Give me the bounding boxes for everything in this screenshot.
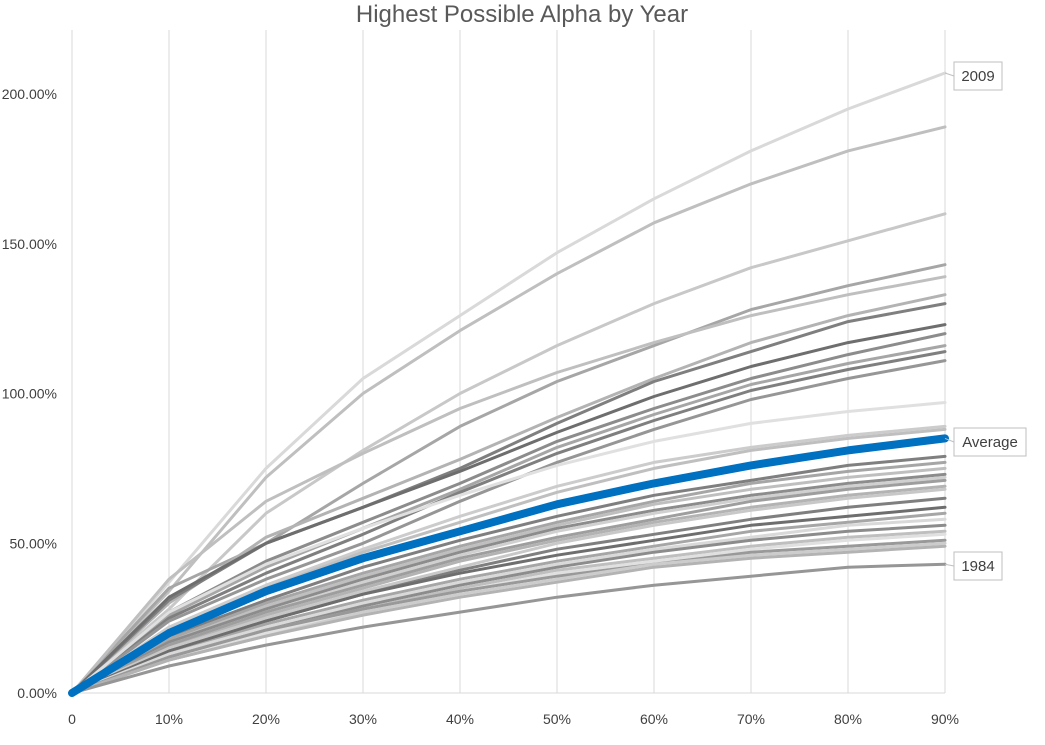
y-tick-label: 150.00% <box>2 236 57 252</box>
x-tick-label: 70% <box>737 711 765 727</box>
series-line <box>70 344 947 695</box>
axes: 0 10% 20% 30% 40% 50% 60% 70% 80% 90% 0.00% 50.00% 1… <box>2 86 959 727</box>
series-line-average <box>68 434 949 697</box>
callout-leader <box>944 563 955 567</box>
callout-leader <box>944 72 955 77</box>
callout-box <box>953 61 1003 91</box>
x-tick-label: 10% <box>155 711 183 727</box>
series-line <box>70 454 947 695</box>
callout-label: 1984 <box>961 558 994 575</box>
series-line <box>70 472 947 695</box>
callout-label: 2009 <box>961 68 994 85</box>
chart-title: Highest Possible Alpha by Year <box>356 1 688 28</box>
series-line <box>70 401 947 695</box>
y-tick-label: 200.00% <box>2 86 57 102</box>
series-line <box>70 517 947 695</box>
series-line <box>70 275 947 695</box>
callout-leader <box>944 437 955 443</box>
series-line <box>70 71 947 695</box>
callout-label: Average <box>962 434 1018 451</box>
series-line <box>70 487 947 695</box>
series-line <box>70 544 947 695</box>
x-tick-label: 80% <box>834 711 862 727</box>
series-lines <box>68 71 949 697</box>
x-tick-label: 40% <box>446 711 474 727</box>
series-line <box>70 350 947 695</box>
callout-box <box>953 427 1027 457</box>
x-tick-label: 30% <box>349 711 377 727</box>
series-line <box>70 125 947 695</box>
series-line <box>70 212 947 695</box>
x-tick-label: 20% <box>252 711 280 727</box>
series-line <box>70 460 947 695</box>
series-line <box>70 538 947 695</box>
x-tick-label: 60% <box>640 711 668 727</box>
y-tick-label: 100.00% <box>2 386 57 402</box>
x-tick-label: 90% <box>931 711 959 727</box>
series-line <box>70 263 947 695</box>
series-line <box>70 478 947 695</box>
y-tick-label: 0.00% <box>17 685 57 701</box>
gridlines <box>71 30 946 693</box>
callout-box <box>953 551 1003 581</box>
x-tick-label: 50% <box>543 711 571 727</box>
x-tick-label: 0 <box>68 711 76 727</box>
series-line <box>70 424 947 695</box>
series-line <box>70 323 947 695</box>
series-line <box>70 505 947 695</box>
callouts: 2009 Average 1984 <box>944 61 1027 581</box>
series-line <box>70 562 947 695</box>
y-tick-label: 50.00% <box>10 535 57 551</box>
